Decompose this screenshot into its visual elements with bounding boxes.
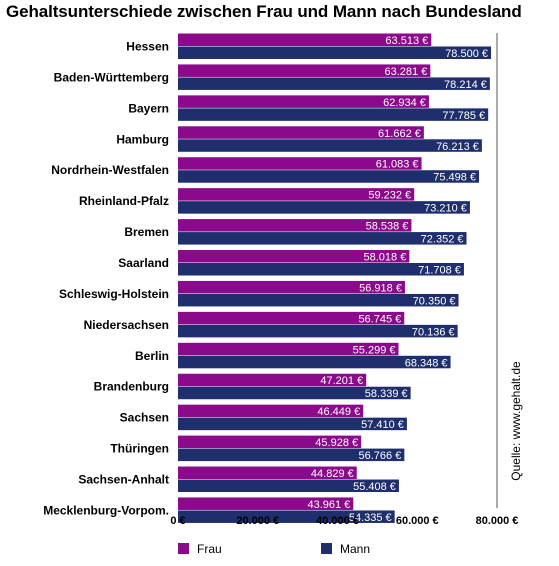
bar-frau <box>178 342 399 356</box>
bar-frau <box>178 466 357 480</box>
category-label: Sachsen <box>120 411 169 425</box>
category-label: Sachsen-Anhalt <box>78 473 169 487</box>
bar-frau <box>178 373 367 387</box>
bar-frau <box>178 188 415 201</box>
category-label: Thüringen <box>110 442 169 456</box>
bar-value-label: 78.500 € <box>445 48 488 60</box>
bar-mann <box>178 263 464 276</box>
bar-value-label: 71.708 € <box>418 265 461 277</box>
bar-mann <box>178 46 492 59</box>
bar-value-label: 63.281 € <box>385 66 428 78</box>
bar-value-label: 58.018 € <box>364 252 407 264</box>
bar-value-label: 56.745 € <box>358 313 401 325</box>
bar-frau <box>178 311 405 325</box>
bar-frau <box>178 250 410 263</box>
bar-value-label: 78.214 € <box>444 79 487 91</box>
x-tick-label: 60.000 € <box>396 515 439 527</box>
bar-frau <box>178 280 405 294</box>
bar-value-label: 47.201 € <box>320 375 363 387</box>
bar-value-label: 57.410 € <box>361 419 404 431</box>
category-label: Rheinland-Pfalz <box>79 194 169 208</box>
bar-value-label: 59.232 € <box>368 190 411 202</box>
bar-value-label: 56.918 € <box>359 282 402 294</box>
bar-value-label: 70.350 € <box>413 295 456 307</box>
legend-swatch-frau <box>178 543 189 554</box>
x-tick-label: 0 € <box>170 515 185 527</box>
bar-frau <box>178 95 429 108</box>
bar-value-label: 77.785 € <box>442 110 485 122</box>
bar-value-label: 55.408 € <box>353 481 396 493</box>
bar-value-label: 58.538 € <box>366 221 409 233</box>
bar-value-label: 61.662 € <box>378 128 421 140</box>
category-label: Schleswig-Holstein <box>59 287 169 301</box>
chart-title: Gehaltsunterschiede zwischen Frau und Ma… <box>6 2 522 21</box>
bar-frau <box>178 126 424 139</box>
bar-mann <box>178 77 490 90</box>
bar-frau <box>178 157 422 170</box>
bar-value-label: 62.934 € <box>383 97 426 109</box>
bar-mann <box>178 108 489 121</box>
bar-value-label: 44.829 € <box>311 468 354 480</box>
bar-value-label: 58.339 € <box>365 388 408 400</box>
bar-value-label: 76.213 € <box>436 141 479 153</box>
bar-value-label: 73.210 € <box>424 203 467 215</box>
bar-value-label: 63.513 € <box>385 35 428 47</box>
category-label: Nordrhein-Westfalen <box>51 163 169 177</box>
bar-value-label: 55.299 € <box>353 344 396 356</box>
category-label: Mecklenburg-Vorpom. <box>43 503 169 517</box>
category-label: Saarland <box>118 256 169 270</box>
bar-mann <box>178 139 482 152</box>
category-label: Baden-Württemberg <box>54 70 169 84</box>
bar-value-label: 68.348 € <box>405 357 448 369</box>
category-label: Niedersachsen <box>84 318 169 332</box>
legend-label-frau: Frau <box>197 542 222 556</box>
bar-value-label: 54.335 € <box>349 512 392 524</box>
bar-frau <box>178 64 431 77</box>
x-tick-label: 20.000 € <box>236 515 279 527</box>
x-tick-label: 40.000 € <box>316 515 359 527</box>
bar-value-label: 72.352 € <box>421 234 464 246</box>
category-label: Hamburg <box>116 132 169 146</box>
bar-mann <box>178 324 458 338</box>
bar-mann <box>178 355 451 369</box>
bar-frau <box>178 219 412 232</box>
bar-value-label: 43.961 € <box>307 499 350 511</box>
bar-mann <box>178 417 407 431</box>
x-tick-label: 80.000 € <box>476 515 519 527</box>
bar-value-label: 46.449 € <box>317 406 360 418</box>
legend-swatch-mann <box>321 543 332 554</box>
bar-mann <box>178 201 470 214</box>
bar-frau <box>178 497 354 510</box>
bar-mann <box>178 386 411 400</box>
bar-frau <box>178 435 362 449</box>
legend-label-mann: Mann <box>340 542 370 556</box>
bar-value-label: 70.136 € <box>412 326 455 338</box>
bar-frau <box>178 33 432 46</box>
bar-mann <box>178 448 405 462</box>
bar-value-label: 61.083 € <box>376 159 419 171</box>
category-label: Hessen <box>126 40 169 54</box>
bar-value-label: 45.928 € <box>315 437 358 449</box>
bar-mann <box>178 232 467 245</box>
bar-value-label: 75.498 € <box>433 172 476 184</box>
bar-mann <box>178 510 395 523</box>
category-label: Bremen <box>124 225 169 239</box>
bar-mann <box>178 170 480 183</box>
category-label: Brandenburg <box>94 380 169 394</box>
source-label: Quelle: www.gehalt.de <box>509 361 523 481</box>
bar-value-label: 56.766 € <box>359 450 402 462</box>
category-label: Berlin <box>135 349 169 363</box>
bar-mann <box>178 293 459 307</box>
bar-mann <box>178 479 399 493</box>
category-label: Bayern <box>128 101 169 115</box>
bar-frau <box>178 404 364 418</box>
